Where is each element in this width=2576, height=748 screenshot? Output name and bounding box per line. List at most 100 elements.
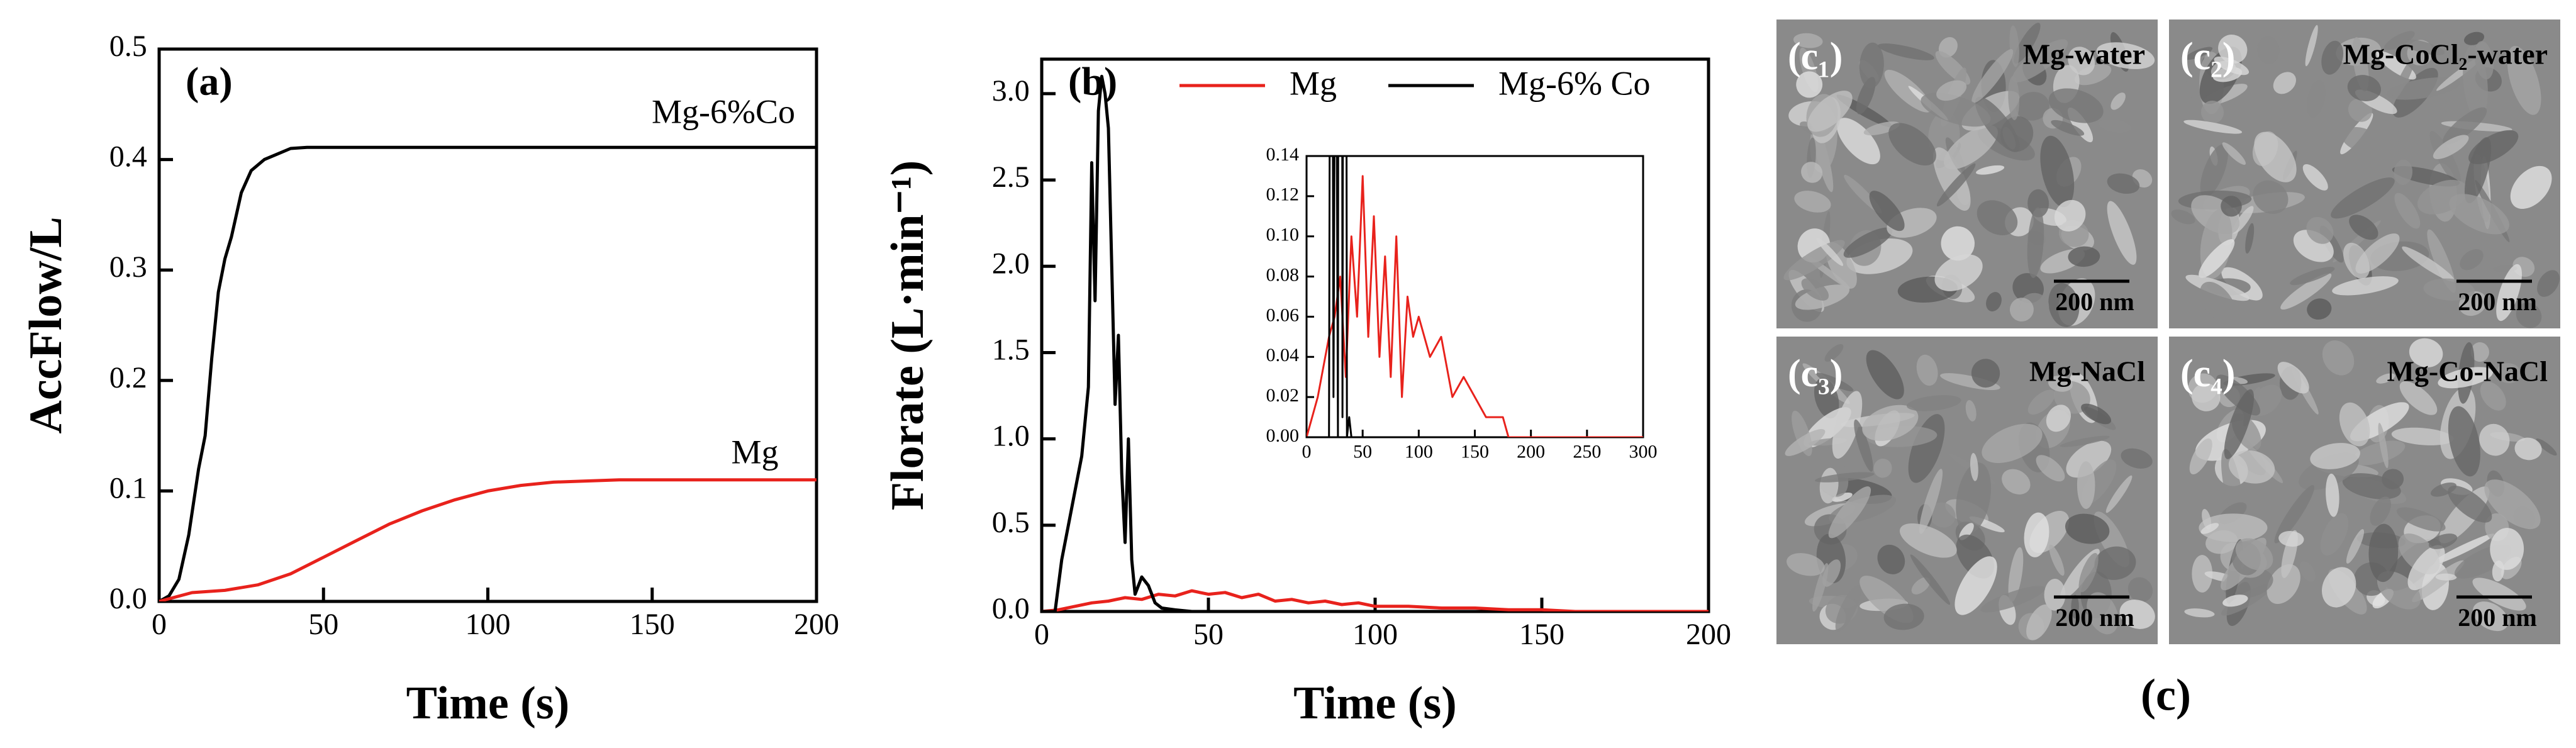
flake: [2464, 31, 2485, 45]
flake: [1970, 452, 1978, 481]
legend-label: Mg-6% Co: [1498, 64, 1651, 102]
x-tick-label: 100: [466, 608, 511, 641]
flake: [2347, 75, 2381, 101]
flake: [1859, 42, 1884, 89]
flake: [1832, 391, 1863, 459]
panel-title: Mg-water: [2023, 38, 2145, 70]
flake: [2051, 120, 2085, 136]
micrograph-texture: [1785, 343, 2155, 640]
flake: [2228, 450, 2275, 484]
flake: [1933, 147, 1971, 211]
flake: [2516, 302, 2542, 328]
panel-title: Mg-Co-NaCl: [2387, 355, 2548, 388]
flake: [2222, 594, 2248, 607]
flake: [1954, 556, 1997, 615]
flake: [2200, 281, 2236, 323]
flake: [2349, 215, 2378, 240]
flake: [2016, 92, 2049, 121]
flake: [1814, 377, 1839, 419]
flake: [2008, 547, 2024, 602]
flake: [1785, 429, 1826, 456]
scale-label: 200 nm: [2055, 603, 2134, 632]
flake: [2071, 594, 2079, 619]
flake: [2409, 338, 2443, 367]
y-tick-label: 0.5: [992, 506, 1030, 539]
y-tick-label: 0.12: [1266, 184, 1300, 205]
x-tick-label: 0: [152, 608, 167, 641]
series-line: [1307, 175, 1643, 437]
flake: [2184, 608, 2215, 618]
flake: [1824, 343, 1844, 362]
panel-label: (c₂): [2180, 35, 2235, 78]
flake: [2321, 40, 2344, 75]
flake: [1836, 118, 1880, 165]
flake: [2192, 555, 2213, 593]
flake: [1934, 254, 1983, 291]
flake: [2273, 72, 2296, 94]
y-tick-label: 0.0: [109, 582, 147, 615]
flake: [2321, 567, 2356, 608]
flake: [2320, 513, 2349, 556]
flake: [2448, 406, 2480, 477]
flake: [2077, 461, 2095, 510]
x-tick-label: 50: [1353, 441, 1372, 462]
flake: [2087, 592, 2119, 635]
flake: [2299, 561, 2316, 582]
flake: [2221, 196, 2242, 217]
flake: [2027, 207, 2044, 278]
flake: [2438, 367, 2494, 389]
flake: [1801, 278, 1829, 301]
flake: [2342, 473, 2401, 500]
flake: [2040, 135, 2075, 208]
flake: [2339, 402, 2370, 447]
flake: [1888, 123, 1936, 166]
flake: [2490, 528, 2524, 570]
flake: [1884, 69, 1932, 113]
annotation: Mg: [731, 433, 778, 471]
flake: [2027, 389, 2055, 415]
flake: [2200, 523, 2219, 534]
x-tick-label: 150: [1519, 618, 1564, 651]
series-line: [159, 478, 817, 601]
flake: [2307, 298, 2332, 320]
flake: [2044, 579, 2066, 611]
flake: [2430, 482, 2457, 497]
flake: [2433, 135, 2469, 159]
flake: [1908, 414, 1945, 483]
y-tick-label: 0.02: [1266, 385, 1300, 406]
flake: [2510, 165, 2552, 209]
flake: [2200, 101, 2224, 124]
flake: [2049, 544, 2065, 576]
flake: [2322, 340, 2355, 376]
flake: [2479, 423, 2510, 456]
flake: [2514, 437, 2542, 461]
panel-title: Mg-NaCl: [2029, 355, 2145, 388]
series-line: [1042, 589, 1709, 611]
flake: [2384, 31, 2415, 50]
flake: [2449, 194, 2509, 235]
flake: [1883, 603, 1924, 630]
flake: [2443, 107, 2487, 145]
flake: [2214, 56, 2250, 75]
y-tick-label: 0.5: [109, 30, 147, 63]
flake: [2257, 36, 2280, 64]
y-tick-label: 0.04: [1266, 345, 1300, 366]
flake: [2306, 80, 2326, 118]
flake: [1965, 399, 1977, 421]
flake: [1862, 405, 1919, 441]
panel-label: (c₁): [1788, 35, 1843, 78]
x-tick-label: 200: [1517, 441, 1545, 462]
flake: [2200, 144, 2228, 198]
flake: [2472, 578, 2526, 611]
flake: [1822, 559, 1841, 587]
series-line: [159, 145, 817, 601]
y-tick-label: 1.0: [992, 420, 1030, 453]
flake: [1796, 71, 1823, 98]
panel-caption: (c): [2141, 670, 2191, 720]
micrograph-texture: [1783, 23, 2155, 327]
flake: [2484, 479, 2541, 530]
flake: [2267, 564, 2300, 605]
flake: [2430, 533, 2494, 566]
x-tick-label: 0: [1034, 618, 1049, 651]
flake: [2277, 362, 2309, 394]
